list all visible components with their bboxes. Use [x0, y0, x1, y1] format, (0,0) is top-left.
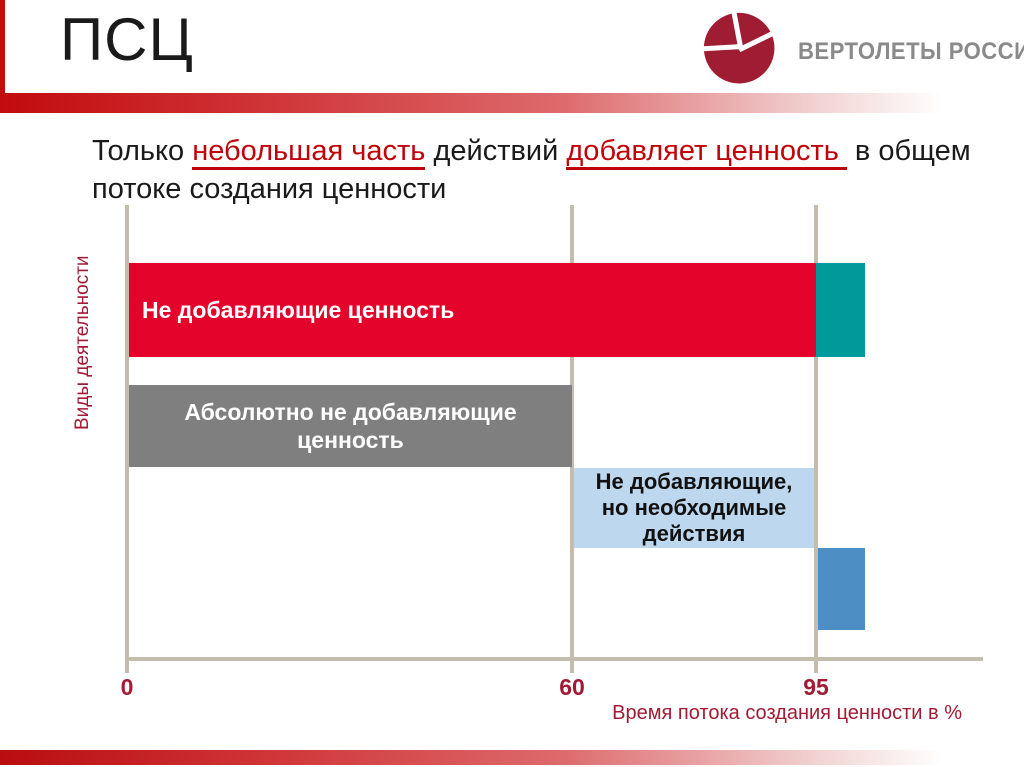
bar-absolutely-non-value-adding: Абсолютно не добавляющие ценность	[129, 385, 572, 467]
heading-text-line2: потоке создания ценности	[92, 173, 447, 205]
bar-label: Не добавляющие, но необходимые действия	[595, 469, 793, 546]
bar-non-value-adding: Не добавляющие ценность	[129, 263, 816, 357]
header-left-stripe	[0, 0, 5, 113]
heading-underlined-text: небольшая часть	[192, 135, 426, 170]
bar-necessary-non-value-adding: Не добавляющие, но необходимые действия	[574, 468, 814, 548]
footer-red-bar	[0, 750, 1024, 765]
x-tick-0: 0	[120, 674, 134, 700]
bar-value-adding-segment-bottom	[818, 548, 865, 630]
x-tick-95: 95	[803, 674, 829, 700]
helicopter-rotor-logo-icon	[698, 8, 782, 84]
y-axis-line	[125, 205, 129, 673]
company-logo: ВЕРТОЛЕТЫ РОССИИ	[698, 7, 1024, 91]
x-axis-title: Время потока создания ценности в %	[612, 702, 962, 724]
gridline-60	[570, 205, 574, 673]
bar-value-adding-segment-top	[816, 263, 865, 357]
slide-title: ПСЦ	[60, 6, 194, 73]
company-logo-text: ВЕРТОЛЕТЫ РОССИИ	[798, 38, 1024, 65]
header-red-bar	[0, 93, 1024, 113]
bar-label: Абсолютно не добавляющие ценность	[184, 399, 517, 453]
heading-underlined-text: добавляет ценность	[566, 135, 847, 170]
heading-text: действий	[433, 135, 559, 167]
gridline-95	[814, 205, 818, 673]
x-tick-60: 60	[559, 674, 585, 700]
slide-heading: Только небольшая часть действий добавляе…	[92, 132, 982, 208]
x-axis-line	[125, 657, 983, 661]
bar-label: Не добавляющие ценность	[142, 296, 455, 323]
heading-text: Только	[92, 135, 185, 167]
y-axis-title: Виды деятельности	[72, 255, 93, 430]
heading-text: в общем	[854, 135, 971, 167]
